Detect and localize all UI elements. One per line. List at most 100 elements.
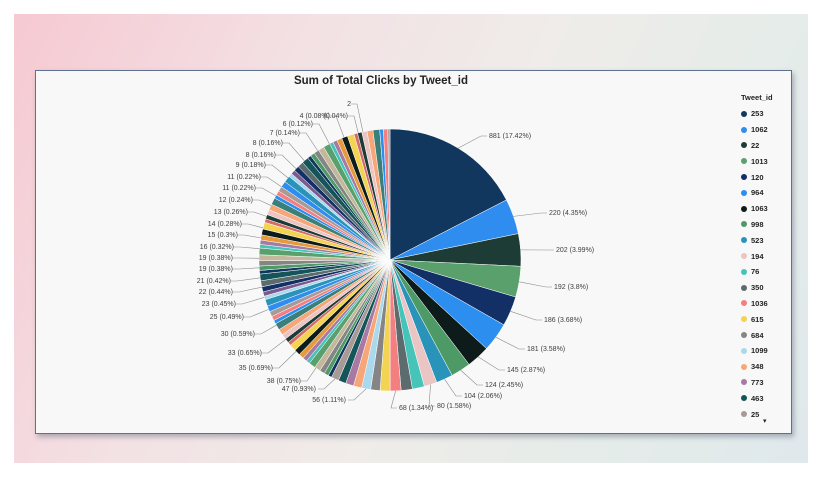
legend-color-dot — [741, 110, 747, 117]
legend-label: 120 — [751, 172, 764, 182]
data-label: 15 (0.3%) — [208, 232, 238, 239]
pie-slice[interactable] — [387, 128, 391, 261]
data-label: 23 (0.45%) — [202, 301, 236, 308]
legend-label: 615 — [751, 314, 764, 324]
legend-item[interactable]: 964 — [741, 185, 789, 201]
legend-color-dot — [741, 300, 747, 307]
pie-chart: 881 (17.42%) 220 (4.35%) 202 (3.99%) 192 (3… — [197, 101, 594, 412]
data-label: 104 (2.06%) — [464, 393, 502, 400]
data-label: 7 (0.14%) — [270, 130, 300, 137]
legend-label: 1062 — [751, 125, 768, 135]
data-label: 33 (0.65%) — [228, 350, 262, 357]
leader-line — [261, 176, 282, 187]
leader-line — [253, 199, 272, 206]
data-label: 145 (2.87%) — [507, 367, 545, 374]
legend-item[interactable]: 1036 — [741, 296, 789, 312]
legend-color-dot — [741, 379, 747, 386]
leader-line — [233, 267, 260, 270]
leader-line — [238, 234, 261, 239]
legend-label: 253 — [751, 109, 764, 119]
leader-line — [510, 311, 542, 321]
data-label: 11 (0.22%) — [227, 174, 261, 181]
data-label: (0.04%) — [323, 113, 348, 120]
leader-line — [348, 115, 359, 133]
leader-line — [351, 103, 364, 132]
legend: Tweet_id 253 1062 22 1013 120 964 1063 998 523 19… — [741, 93, 789, 422]
data-label: 9 (0.18%) — [236, 162, 266, 169]
data-label: 56 (1.11%) — [312, 397, 346, 404]
data-label: 21 (0.42%) — [197, 278, 231, 285]
leader-line — [460, 370, 483, 386]
legend-item[interactable]: 615 — [741, 311, 789, 327]
data-label: 25 (0.49%) — [210, 314, 244, 321]
legend-color-dot — [741, 316, 747, 323]
legend-color-dot — [741, 142, 747, 149]
legend-label: 350 — [751, 283, 764, 293]
data-label: 68 (1.34%) — [399, 405, 433, 412]
legend-label: 194 — [751, 251, 764, 261]
legend-item[interactable]: 463 — [741, 390, 789, 406]
leader-line — [276, 154, 297, 169]
legend-label: 964 — [751, 188, 764, 198]
legend-label: 25 — [751, 409, 760, 419]
leader-line — [330, 115, 345, 138]
data-label: 202 (3.99%) — [556, 247, 594, 254]
data-label: 12 (0.24%) — [219, 197, 253, 204]
legend-color-dot — [741, 221, 747, 228]
leader-line — [348, 388, 367, 401]
legend-label: 523 — [751, 235, 764, 245]
legend-item[interactable]: 350 — [741, 280, 789, 296]
leader-line — [244, 309, 269, 318]
leader-line — [458, 135, 487, 149]
legend-label: 1063 — [751, 204, 768, 214]
legend-item[interactable]: 120 — [741, 169, 789, 185]
legend-item[interactable]: 684 — [741, 327, 789, 343]
legend-item[interactable]: 998 — [741, 217, 789, 233]
chart-panel: Sum of Total Clicks by Tweet_id 881 (17.… — [35, 70, 792, 434]
leader-line — [236, 297, 265, 305]
data-label: 186 (3.68%) — [544, 317, 582, 324]
legend-item[interactable]: 1099 — [741, 343, 789, 359]
legend-label: 773 — [751, 377, 764, 387]
data-label: 35 (0.69%) — [239, 365, 273, 372]
legend-item[interactable]: 76 — [741, 264, 789, 280]
leader-line — [390, 390, 397, 409]
legend-label: 1036 — [751, 298, 768, 308]
data-label: 22 (0.44%) — [199, 289, 233, 296]
data-label: 881 (17.42%) — [489, 133, 531, 140]
legend-title: Tweet_id — [741, 93, 773, 102]
legend-item[interactable]: 25 — [741, 406, 789, 422]
legend-color-dot — [741, 237, 747, 244]
leader-line — [248, 211, 267, 217]
legend-item[interactable]: 22 — [741, 138, 789, 154]
legend-item[interactable]: 348 — [741, 359, 789, 375]
leader-line — [318, 378, 336, 390]
legend-label: 348 — [751, 362, 764, 372]
data-label: 13 (0.26%) — [214, 209, 248, 216]
data-label: 38 (0.75%) — [267, 378, 301, 385]
leader-line — [428, 384, 435, 407]
legend-item[interactable]: 1013 — [741, 153, 789, 169]
data-label: 47 (0.93%) — [282, 386, 316, 393]
legend-label: 76 — [751, 267, 760, 277]
data-label: 11 (0.22%) — [222, 185, 256, 192]
legend-item[interactable]: 194 — [741, 248, 789, 264]
leader-line — [301, 367, 317, 382]
legend-item[interactable]: 773 — [741, 375, 789, 391]
data-label: 19 (0.38%) — [199, 266, 233, 273]
legend-scroll-down-icon[interactable]: ▾ — [763, 418, 767, 425]
data-label: 181 (3.58%) — [527, 346, 565, 353]
legend-color-dot — [741, 205, 747, 212]
data-label: 19 (0.38%) — [199, 255, 233, 262]
legend-item[interactable]: 253 — [741, 106, 789, 122]
legend-item[interactable]: 1063 — [741, 201, 789, 217]
legend-color-dot — [741, 158, 747, 165]
legend-label: 463 — [751, 393, 764, 403]
legend-item[interactable]: 1062 — [741, 122, 789, 138]
leader-line — [233, 286, 262, 293]
legend-item[interactable]: 523 — [741, 232, 789, 248]
data-label: 220 (4.35%) — [549, 210, 587, 217]
data-label: 30 (0.59%) — [221, 331, 255, 338]
leader-line — [266, 164, 289, 179]
legend-color-dot — [741, 189, 747, 196]
